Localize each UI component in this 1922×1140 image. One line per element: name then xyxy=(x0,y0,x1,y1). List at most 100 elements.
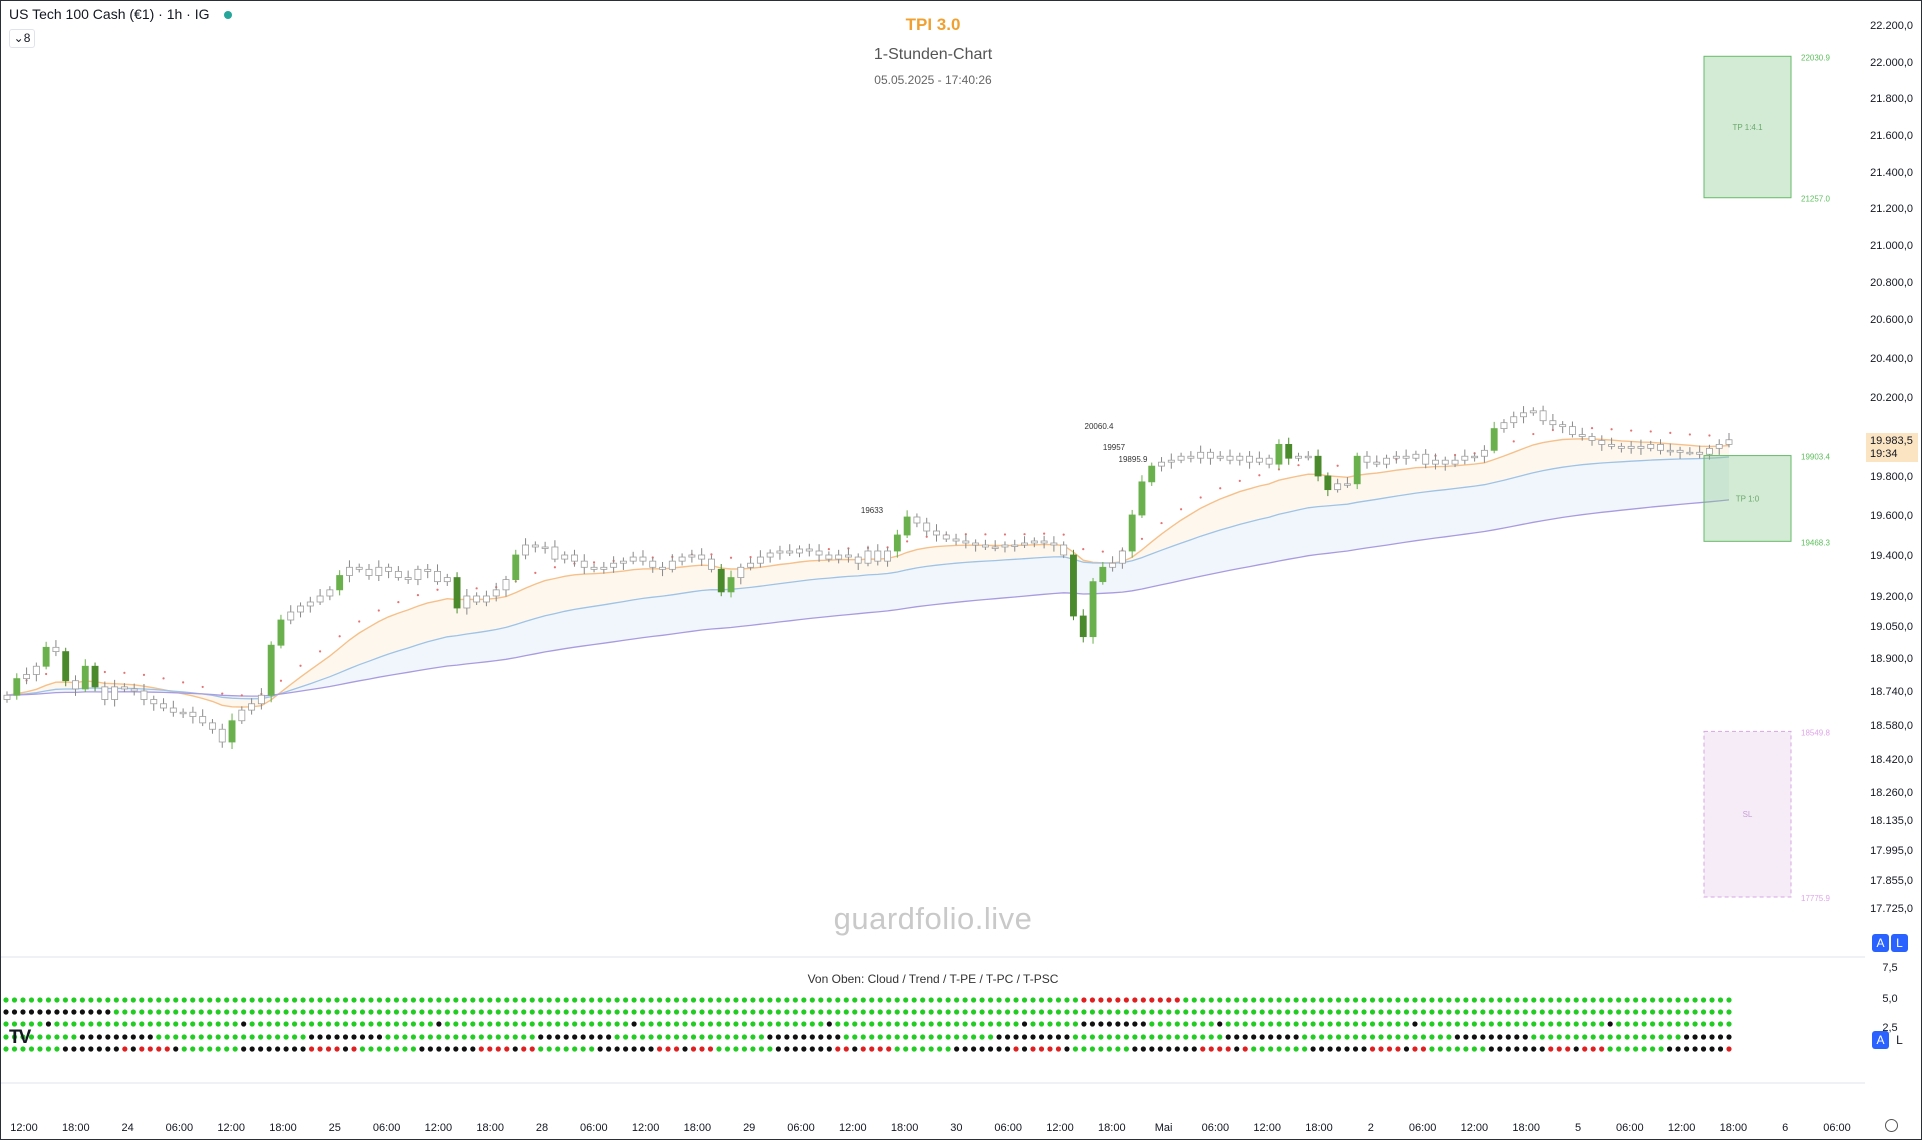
trail-stop-dot xyxy=(299,664,302,667)
indicator-dot xyxy=(1047,1009,1053,1015)
indicator-dot xyxy=(1607,997,1613,1003)
x-axis-label: 2 xyxy=(1368,1122,1374,1134)
indicator-dot xyxy=(1183,997,1189,1003)
candle-body xyxy=(981,544,989,548)
indicator-dot xyxy=(207,997,213,1003)
indicator-dot xyxy=(1420,1009,1427,1015)
indicator-dot xyxy=(809,997,815,1003)
candle-body xyxy=(346,566,353,576)
candle-body xyxy=(1040,540,1048,544)
indicator-dot xyxy=(1072,1046,1079,1052)
indicator-dot xyxy=(801,1021,807,1027)
indicator-dot xyxy=(775,1009,781,1015)
indicator-dot xyxy=(639,1034,646,1040)
collapse-toggle-button[interactable]: ⌄8 xyxy=(9,29,35,48)
indicator-dot xyxy=(1098,1021,1104,1027)
indicator-dot xyxy=(546,1009,552,1015)
indicator-dot xyxy=(1013,1021,1019,1027)
candle-body xyxy=(394,571,402,578)
indicator-dot xyxy=(682,1021,688,1027)
candle-body xyxy=(727,577,735,593)
candle-body xyxy=(610,562,618,568)
indicator-dot xyxy=(1089,1021,1096,1027)
indicator-dot xyxy=(869,1046,875,1052)
indicator-dot xyxy=(1242,1034,1248,1040)
candle-body xyxy=(1148,465,1156,483)
indicator-dot xyxy=(258,1046,264,1052)
indicator-dot xyxy=(1539,1034,1545,1040)
indicator-dot xyxy=(258,1034,264,1040)
indicator-dot xyxy=(1242,1021,1248,1027)
indicator-dot xyxy=(911,997,917,1003)
indicator-dot xyxy=(1582,1021,1588,1027)
candle-body xyxy=(512,554,520,581)
indicator-auto-scale-button[interactable]: A xyxy=(1872,1031,1889,1049)
indicator-dot xyxy=(444,997,450,1003)
indicator-dot xyxy=(1268,1046,1274,1052)
candle-body xyxy=(1363,455,1371,463)
indicator-dot xyxy=(1055,1034,1062,1040)
indicator-dot xyxy=(639,1009,646,1015)
log-scale-button[interactable]: L xyxy=(1891,934,1908,952)
candle-body xyxy=(1461,455,1469,461)
indicator-dot xyxy=(699,1034,705,1040)
candle-body xyxy=(160,703,167,709)
trail-stop-dot xyxy=(553,566,557,569)
indicator-dot xyxy=(784,1009,790,1015)
symbol-title[interactable]: US Tech 100 Cash (€1) · 1h · IG xyxy=(9,6,210,22)
indicator-dot xyxy=(224,1046,230,1052)
indicator-dot xyxy=(716,1046,722,1052)
candle-body xyxy=(541,546,549,549)
indicator-dot xyxy=(1225,1046,1231,1052)
indicator-dot xyxy=(308,1021,315,1027)
settings-icon[interactable] xyxy=(1885,1119,1898,1132)
indicator-dot xyxy=(818,1034,824,1040)
indicator-dot xyxy=(1633,1046,1639,1052)
indicator-dot xyxy=(1335,1021,1342,1027)
indicator-dot xyxy=(1616,997,1622,1003)
candle-body xyxy=(923,522,931,532)
trail-stop-dot xyxy=(1551,428,1554,432)
candle-body xyxy=(189,711,197,717)
price-annotation: 19633 xyxy=(861,506,884,515)
indicator-dot xyxy=(232,1009,238,1015)
indicator-dot xyxy=(1692,1021,1698,1027)
indicator-dot xyxy=(623,1046,629,1052)
x-axis-label: 12:00 xyxy=(1461,1122,1489,1134)
indicator-dot xyxy=(1463,997,1469,1003)
candle-body xyxy=(668,560,676,570)
indicator-dot xyxy=(1098,1009,1104,1015)
indicator-dot xyxy=(1276,997,1282,1003)
indicator-dot xyxy=(139,1046,145,1052)
indicator-dot xyxy=(1437,997,1444,1003)
candle-body xyxy=(463,595,471,609)
indicator-dot xyxy=(1395,1021,1401,1027)
indicator-dot xyxy=(852,1021,858,1027)
indicator-log-scale-button[interactable]: L xyxy=(1896,1033,1903,1047)
indicator-dot xyxy=(266,1034,272,1040)
x-axis-label: 12:00 xyxy=(839,1122,867,1134)
indicator-dot xyxy=(979,1009,985,1015)
indicator-dot xyxy=(359,1021,366,1027)
indicator-dot xyxy=(1123,1009,1129,1015)
indicator-dot xyxy=(1675,1009,1681,1015)
indicator-dot xyxy=(1505,997,1511,1003)
indicator-dot xyxy=(1437,1046,1444,1052)
indicator-dot xyxy=(1089,1046,1096,1052)
tradingview-logo[interactable]: TV xyxy=(9,1027,31,1048)
indicator-dot xyxy=(911,1046,917,1052)
indicator-dot xyxy=(325,1046,332,1052)
indicator-dot xyxy=(1013,1009,1019,1015)
indicator-dot xyxy=(1582,1034,1588,1040)
indicator-dot xyxy=(113,1046,119,1052)
indicator-dot xyxy=(1352,1009,1359,1015)
auto-scale-button[interactable]: A xyxy=(1872,934,1889,952)
cloud-fill-lower xyxy=(7,457,1729,699)
y-axis-label: 19.050,0 xyxy=(1870,621,1913,633)
indicator-dot xyxy=(1709,997,1715,1003)
indicator-dot xyxy=(648,1021,654,1027)
y-axis-label: 18.740,0 xyxy=(1870,686,1913,698)
indicator-dot xyxy=(291,997,298,1003)
indicator-dot xyxy=(809,1021,815,1027)
